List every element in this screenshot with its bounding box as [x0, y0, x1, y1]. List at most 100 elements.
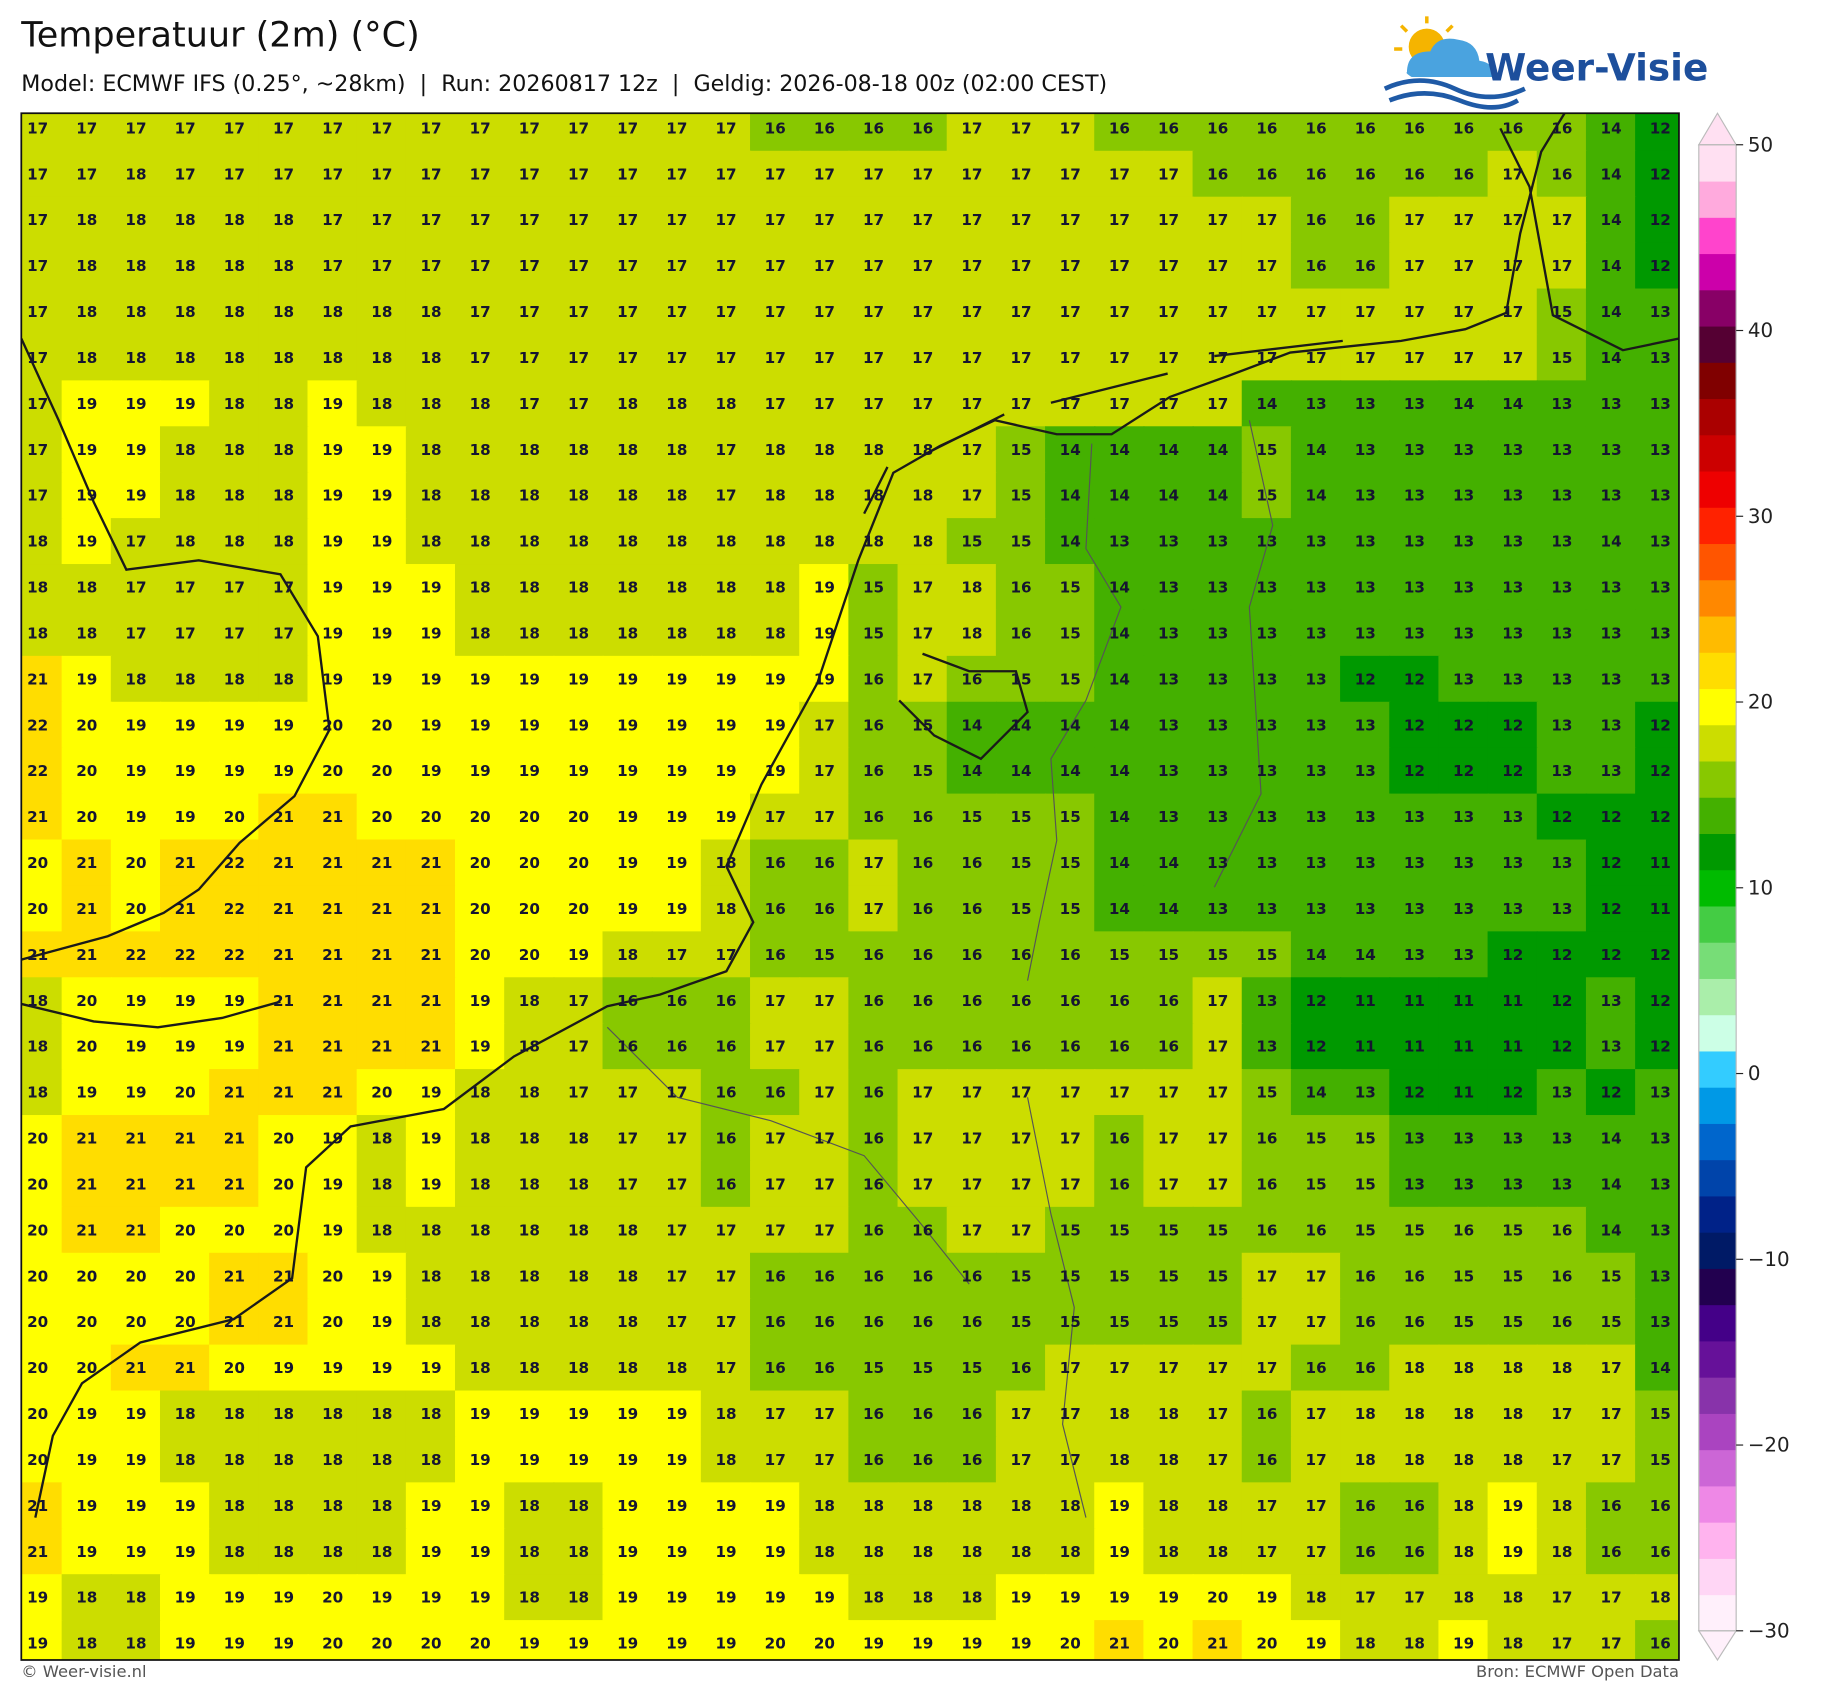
temperature-value: 19: [617, 1635, 638, 1653]
temperature-cell: [1536, 747, 1588, 795]
temperature-value: 15: [1060, 1221, 1081, 1239]
temperature-value: 14: [1109, 487, 1130, 505]
temperature-cell: [1143, 426, 1194, 474]
temperature-cell: [848, 564, 899, 612]
temperature-value: 19: [519, 670, 540, 688]
temperature-value: 15: [1502, 1267, 1523, 1285]
temperature-cell: [258, 426, 309, 474]
temperature-cell: [700, 113, 752, 152]
temperature-cell: [307, 288, 358, 336]
temperature-cell: [209, 113, 260, 152]
temperature-value: 12: [1601, 946, 1622, 964]
temperature-value: 18: [125, 257, 146, 275]
temperature-value: 17: [1060, 303, 1081, 321]
temperature-value: 19: [666, 716, 687, 734]
temperature-cell: [651, 242, 703, 290]
temperature-value: 17: [912, 257, 933, 275]
temperature-value: 18: [1355, 1405, 1376, 1423]
temperature-cell: [553, 196, 604, 244]
temperature-cell: [258, 609, 309, 658]
temperature-value: 13: [1256, 579, 1277, 597]
temperature-cell: [307, 655, 358, 703]
temperature-value: 18: [912, 487, 933, 505]
temperature-value: 18: [715, 1451, 736, 1469]
temperature-cell: [897, 380, 948, 428]
temperature-value: 19: [76, 441, 97, 459]
temperature-value: 17: [912, 1175, 933, 1193]
temperature-value: 16: [1404, 1313, 1425, 1331]
colorbar-band: [1698, 652, 1737, 690]
temperature-cell: [455, 196, 506, 244]
temperature-cell: [21, 564, 63, 612]
temperature-value: 17: [470, 303, 491, 321]
temperature-value: 13: [1453, 579, 1474, 597]
temperature-value: 19: [568, 716, 589, 734]
temperature-value: 18: [1158, 1405, 1179, 1423]
temperature-cell: [21, 655, 63, 703]
temperature-cell: [1585, 793, 1637, 841]
temperature-value: 17: [568, 349, 589, 367]
temperature-value: 18: [961, 1543, 982, 1561]
temperature-value: 14: [1306, 487, 1327, 505]
temperature-value: 18: [420, 487, 441, 505]
temperature-value: 12: [1650, 1038, 1671, 1056]
temperature-value: 19: [715, 1543, 736, 1561]
temperature-value: 15: [1060, 808, 1081, 826]
temperature-value: 18: [912, 1497, 933, 1515]
temperature-cell: [897, 564, 948, 612]
temperature-value: 18: [224, 1497, 245, 1515]
temperature-value: 18: [125, 211, 146, 229]
logo-text: Weer-Visie: [1485, 46, 1708, 90]
temperature-value: 19: [76, 670, 97, 688]
temperature-value: 17: [1502, 165, 1523, 183]
temperature-value: 16: [863, 1405, 884, 1423]
temperature-value: 15: [1601, 1267, 1622, 1285]
temperature-cell: [504, 747, 555, 795]
temperature-value: 18: [1453, 1451, 1474, 1469]
temperature-cell: [848, 747, 899, 795]
temperature-value: 11: [1404, 1038, 1425, 1056]
temperature-value: 13: [1551, 762, 1572, 780]
temperature-cell: [21, 701, 63, 749]
temperature-cell: [356, 472, 408, 520]
temperature-value: 18: [273, 1451, 294, 1469]
temperature-value: 17: [273, 624, 294, 642]
temperature-value: 13: [1453, 533, 1474, 551]
temperature-value: 19: [568, 1635, 589, 1653]
temperature-value: 17: [1158, 303, 1179, 321]
temperature-value: 17: [1453, 303, 1474, 321]
temperature-cell: [1585, 150, 1637, 198]
colorbar-band: [1698, 978, 1737, 1016]
temperature-value: 18: [715, 624, 736, 642]
temperature-value: 17: [1060, 119, 1081, 137]
temperature-value: 12: [1355, 670, 1376, 688]
temperature-cell: [799, 426, 850, 474]
temperature-value: 13: [1502, 533, 1523, 551]
temperature-cell: [750, 334, 801, 382]
temperature-value: 18: [1453, 1405, 1474, 1423]
temperature-value: 13: [1404, 441, 1425, 459]
temperature-value: 18: [470, 624, 491, 642]
temperature-cell: [1340, 150, 1391, 198]
temperature-cell: [1340, 426, 1391, 474]
temperature-value: 17: [470, 257, 491, 275]
temperature-cell: [1290, 242, 1342, 290]
temperature-value: 16: [961, 854, 982, 872]
temperature-cell: [258, 793, 309, 841]
colorbar-tick-label: −30: [1748, 1619, 1790, 1642]
temperature-cell: [110, 242, 162, 290]
temperature-cell: [700, 518, 752, 566]
temperature-cell: [750, 113, 801, 152]
temperature-value: 14: [1109, 579, 1130, 597]
temperature-value: 18: [863, 487, 884, 505]
temperature-cell: [1438, 747, 1489, 795]
temperature-value: 17: [961, 119, 982, 137]
temperature-value: 18: [666, 487, 687, 505]
temperature-value: 18: [322, 1497, 343, 1515]
temperature-value: 17: [765, 1038, 786, 1056]
temperature-value: 14: [1601, 533, 1622, 551]
temperature-value: 18: [765, 624, 786, 642]
temperature-value: 17: [666, 946, 687, 964]
temperature-value: 17: [617, 257, 638, 275]
temperature-value: 19: [666, 1543, 687, 1561]
